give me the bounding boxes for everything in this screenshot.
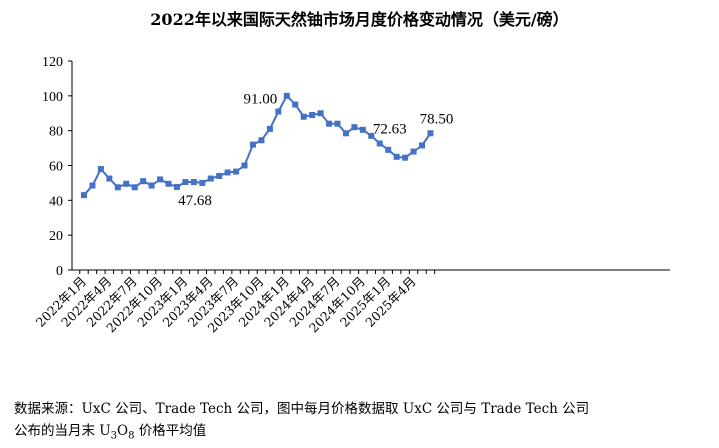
data-point <box>351 124 358 131</box>
data-label: 91.00 <box>243 92 277 108</box>
y-tick-label: 60 <box>49 160 63 175</box>
data-point <box>148 182 155 189</box>
data-point <box>385 146 392 153</box>
y-tick-label: 100 <box>42 90 63 105</box>
y-tick-label: 0 <box>56 264 63 279</box>
y-tick-label: 80 <box>49 125 63 140</box>
data-point <box>410 148 417 155</box>
data-point <box>334 120 341 127</box>
data-label: 47.68 <box>178 193 212 209</box>
data-point <box>292 101 299 108</box>
data-point <box>419 142 425 149</box>
data-point <box>157 176 164 183</box>
data-point <box>190 179 197 186</box>
data-point <box>317 110 324 117</box>
data-point <box>165 180 172 187</box>
data-point <box>106 175 113 182</box>
data-point <box>266 125 273 132</box>
data-point <box>182 179 189 186</box>
data-point <box>402 154 409 161</box>
data-point <box>250 141 256 148</box>
data-point <box>114 184 121 191</box>
data-label: 72.63 <box>373 122 407 138</box>
y-tick-label: 20 <box>49 229 63 244</box>
data-point <box>123 180 130 187</box>
data-point <box>393 153 400 160</box>
data-point <box>376 140 383 147</box>
data-point <box>224 169 231 176</box>
source-line-2: 公布的当月末 U3O8 价格平均值 <box>14 423 207 442</box>
data-point <box>368 132 375 139</box>
data-point <box>173 183 180 190</box>
data-point <box>359 126 366 133</box>
data-point <box>89 182 96 189</box>
data-point <box>97 165 104 172</box>
data-point <box>427 130 434 137</box>
data-point <box>207 175 214 182</box>
data-point <box>233 168 240 175</box>
data-point <box>275 108 282 115</box>
data-point <box>300 113 307 120</box>
data-point <box>241 162 248 169</box>
data-point <box>258 137 265 144</box>
data-point <box>131 184 138 191</box>
data-label: 78.50 <box>420 111 454 127</box>
data-point <box>309 111 316 118</box>
data-point <box>140 178 147 185</box>
data-point <box>199 179 206 186</box>
source-note: 数据来源：UxC 公司、Trade Tech 公司，图中每月价格数据取 UxC … <box>14 398 714 448</box>
y-tick-label: 120 <box>42 55 63 70</box>
data-point <box>342 130 349 137</box>
y-tick-label: 40 <box>49 194 63 209</box>
chart-title: 2022年以来国际天然铀市场月度价格变动情况（美元/磅） <box>150 10 569 29</box>
data-point <box>326 120 333 127</box>
data-point <box>283 92 290 99</box>
data-point <box>81 192 87 199</box>
source-line-1: 数据来源：UxC 公司、Trade Tech 公司，图中每月价格数据取 UxC … <box>14 401 590 417</box>
data-point <box>216 172 223 179</box>
line-chart: 0204060801001202022年1月2022年4月2022年7月2022… <box>33 55 670 336</box>
